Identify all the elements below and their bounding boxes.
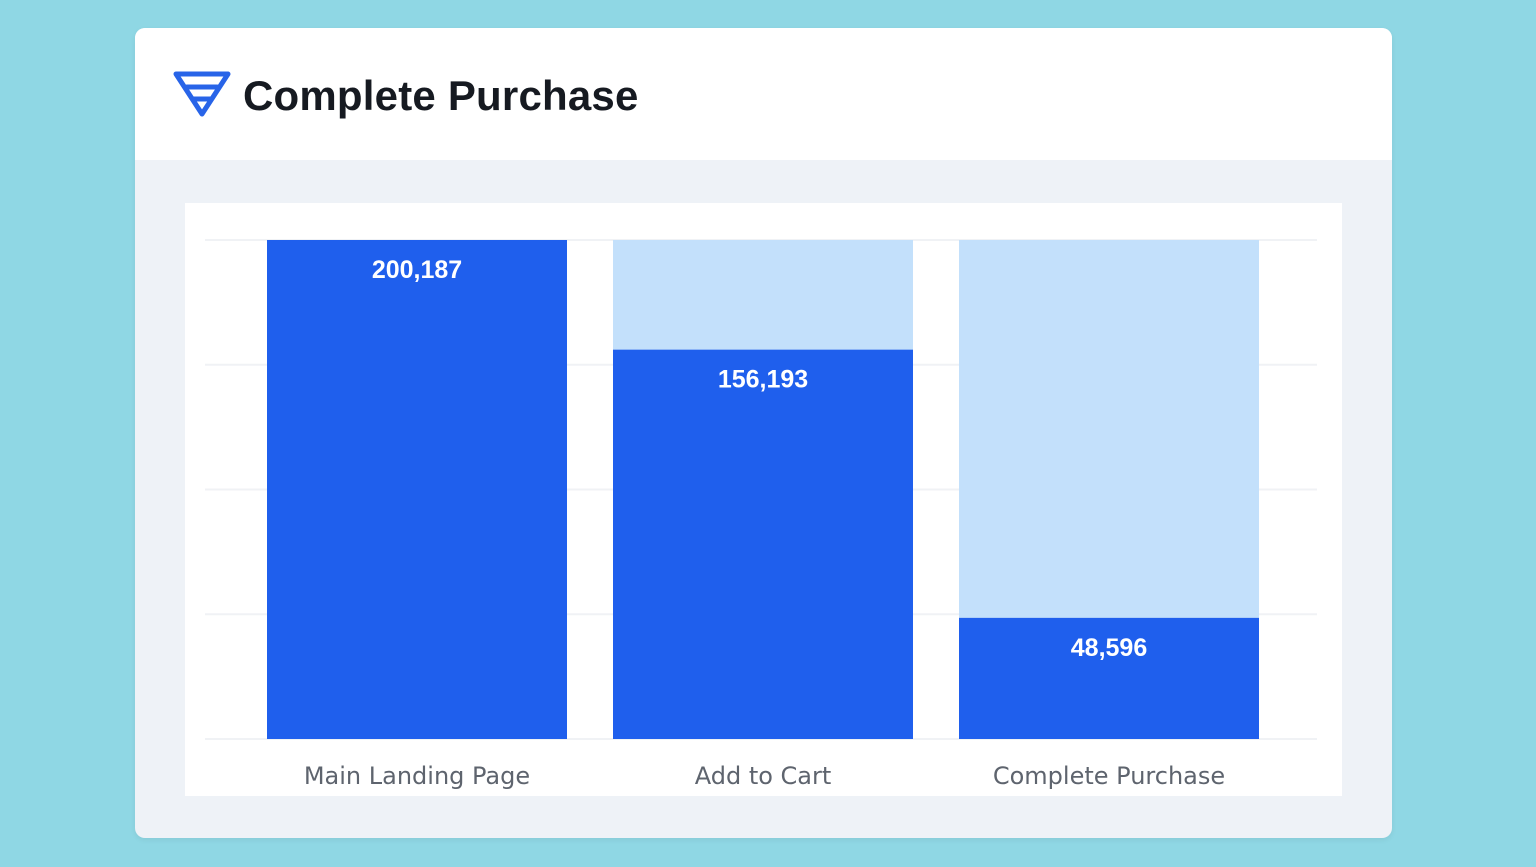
bars: 200,187 156,193 48,596 xyxy=(267,240,1259,739)
card-title: Complete Purchase xyxy=(243,72,639,119)
bar[interactable] xyxy=(959,617,1259,739)
bar-value-label: 156,193 xyxy=(718,366,808,394)
card-header: Complete Purchase xyxy=(135,28,1392,160)
bar-value-label: 48,596 xyxy=(1071,634,1147,662)
category-label: Add to Cart xyxy=(695,762,832,790)
funnel-card: Complete Purchase 200,187 156,193 48,596 M… xyxy=(135,28,1392,838)
bar-value-label: 200,187 xyxy=(372,256,462,284)
bar[interactable] xyxy=(267,240,567,739)
category-label: Complete Purchase xyxy=(993,762,1225,790)
funnel-icon xyxy=(173,71,231,117)
bar[interactable] xyxy=(613,349,913,739)
category-labels: Main Landing Page Add to Cart Complete Pur… xyxy=(304,762,1225,790)
funnel-chart: 200,187 156,193 48,596 Main Landing Page Ad… xyxy=(205,239,1317,790)
chart-panel: 200,187 156,193 48,596 Main Landing Page Ad… xyxy=(185,203,1342,796)
category-label: Main Landing Page xyxy=(304,762,530,790)
